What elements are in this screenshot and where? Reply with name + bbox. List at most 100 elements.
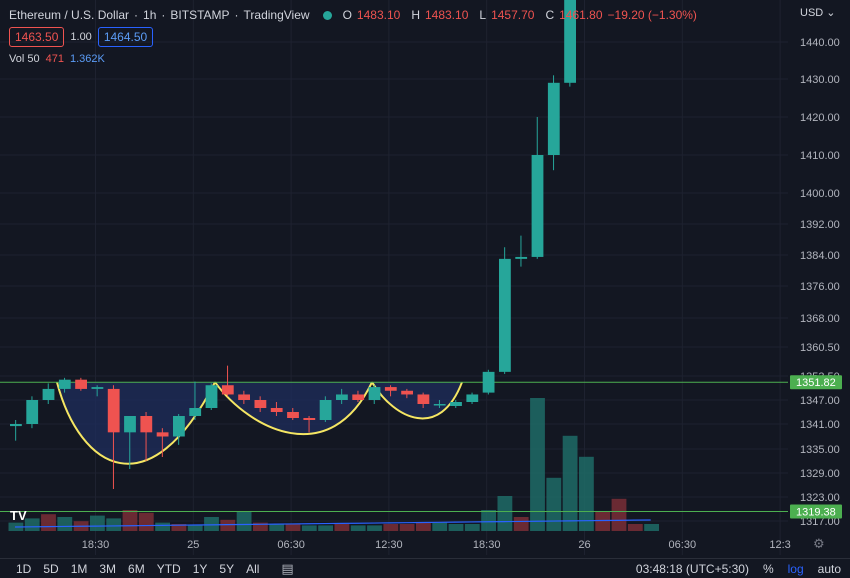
candle-body [547,82,560,155]
timeframe-5d[interactable]: 5D [43,561,59,576]
volume-value: 471 [45,53,64,65]
buy-button[interactable]: 1464.50 [97,27,154,47]
price-tick-label: 1329.00 [800,468,840,480]
price-tick-label: 1430.00 [800,74,840,86]
price-chart[interactable]: 1440.00 1430.00 1420.00 1410.00 1400.00 1392.… [0,0,850,558]
timeframe-ytd[interactable]: YTD [156,561,181,576]
volume-bar [416,522,431,531]
timeframe-1y[interactable]: 1Y [192,561,208,576]
chart-legend: Ethereum / U.S. Dollar · 1h · BITSTAMP ·… [9,8,697,22]
volume-bar [236,511,252,531]
volume-bar [448,524,464,531]
volume-bar [171,524,187,531]
candle-body [270,408,283,412]
pattern-fill [57,382,462,464]
level-price-badge [790,504,842,519]
candle-body [10,424,22,427]
candle-body [336,394,348,400]
source-label: TradingView [243,8,310,22]
candle-body [189,408,202,416]
timeframe-5y[interactable]: 5Y [219,561,235,576]
candle-body [450,402,462,406]
volume-label: Vol 50 [9,53,40,65]
candle-body [254,400,267,408]
time-tick-label: 25 [187,539,199,551]
candle-body [319,400,332,420]
symbol-name[interactable]: Ethereum / U.S. Dollar [9,8,130,22]
price-tick-label: 1323.00 [800,492,840,504]
timeframe-3m[interactable]: 3M [99,561,117,576]
candle-body [26,400,39,424]
candle-body [205,385,218,408]
volume-bar [644,524,659,531]
candle-body [368,387,381,400]
candle-body [466,394,479,402]
log-toggle[interactable]: log [787,561,804,576]
volume-bar [122,510,138,531]
volume-bar [24,518,40,531]
volume-bar [253,522,268,531]
auto-toggle[interactable]: auto [817,561,841,576]
clock-display[interactable]: 03:48:18 (UTC+5:30) [635,561,749,576]
close-value: 1461.80 [559,8,603,22]
volume-bar [301,525,317,531]
volume-bar [513,517,529,531]
percent-toggle[interactable]: % [762,561,774,576]
price-tick-label: 1317.00 [800,516,840,528]
candle-body [91,387,104,389]
candle-body [564,0,576,83]
volume-bar [530,398,545,531]
volume-bar [546,477,562,531]
interval-label[interactable]: 1h [143,8,157,22]
price-tick-label: 1335.00 [800,444,840,456]
volume-bar [627,524,643,531]
timeframe-6m[interactable]: 6M [128,561,145,576]
candle-body [42,388,55,400]
handle-curve [371,381,463,420]
time-tick-label: 26 [578,539,590,551]
candle-body [417,394,430,404]
price-tick-label: 1420.00 [800,112,840,124]
gear-icon: ⚙ [813,537,825,552]
volume-ma-value: 1.362K [69,53,105,65]
candle-body [58,379,71,389]
volume-ma-line [14,519,651,528]
price-tick-label: 1410.00 [800,150,840,162]
volume-legend[interactable]: Vol 50 471 1.362K [9,53,105,65]
price-tick-label: 1400.00 [800,188,840,200]
candle-body [124,416,136,433]
currency-selector[interactable]: USD ⌄ [800,7,836,19]
tradingview-logo-icon[interactable]: TV [10,508,27,523]
time-tick-label: 12:30 [375,539,403,551]
exchange-label: BITSTAMP [170,8,230,22]
scale-controls: 03:48:18 (UTC+5:30) % log auto [636,562,841,576]
candle-body [107,388,120,433]
low-value: 1457.70 [491,8,535,22]
volume-bar [611,498,627,531]
volume-bar [432,522,448,531]
bottom-toolbar: 1D 5D 1M 3M 6M YTD 1Y 5Y All ▤ 03:48:18 … [0,558,850,578]
chevron-down-icon: ⌄ [826,7,836,19]
level-price-label: 1319.38 [796,506,836,518]
candle-body [238,394,250,400]
candle-body [352,394,365,400]
candle-body [384,387,397,391]
volume-bar [334,524,350,531]
timeframe-1d[interactable]: 1D [16,561,32,576]
candle-body [156,432,169,437]
volume-bar [57,517,73,531]
volume-bar [464,524,480,531]
candle-body [140,416,153,433]
price-tick-label: 1440.00 [800,37,840,49]
price-tick-label: 1376.00 [800,281,840,293]
volume-bar [269,524,285,531]
volume-bar [367,525,382,531]
timeframe-all[interactable]: All [246,561,260,576]
time-tick-label: 12:3 [769,539,790,551]
volume-bar [187,525,203,531]
volume-bar [138,512,154,531]
sell-button[interactable]: 1463.50 [9,27,65,47]
timeframe-1m[interactable]: 1M [70,561,88,576]
volume-bar [350,525,366,531]
calendar-range-icon[interactable]: ▤ [281,560,294,576]
